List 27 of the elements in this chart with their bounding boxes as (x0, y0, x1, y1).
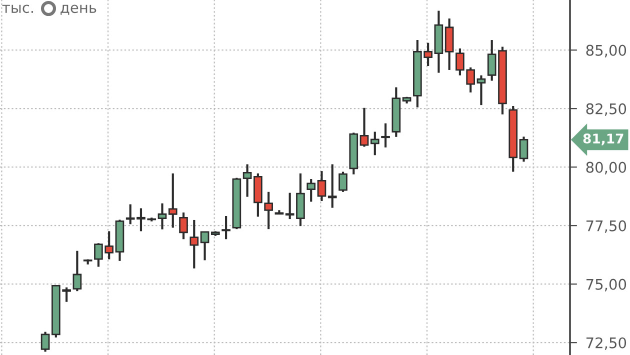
candlestick (72, 250, 82, 292)
candlestick (179, 211, 188, 240)
annotation: день (60, 4, 96, 15)
candlestick (519, 136, 528, 163)
candlestick (328, 163, 337, 209)
text: 81,17 (583, 134, 624, 146)
y-tick-label: 85,00 (586, 44, 626, 58)
candlestick (476, 74, 486, 106)
y-tick-label: 80,00 (586, 162, 626, 174)
candlestick (381, 122, 390, 148)
y-tick-label: 77,50 (586, 220, 626, 233)
candlestick (190, 218, 199, 270)
candlestick (306, 178, 316, 203)
candlestick (242, 163, 252, 198)
candlestick (200, 230, 210, 262)
candlestick (168, 172, 178, 229)
candlestick (370, 130, 380, 156)
candlestick (158, 202, 167, 230)
candlestick (317, 170, 326, 202)
candlestick (222, 214, 230, 240)
y-tick-label: 75,00 (586, 278, 626, 292)
y-tick-label: 72,50 (586, 337, 626, 350)
candlestick (360, 106, 369, 148)
candlestick (338, 170, 348, 193)
y-tick-label: 82,50 (586, 103, 626, 116)
candlestick (40, 330, 50, 353)
text: тыс. (2, 4, 33, 14)
